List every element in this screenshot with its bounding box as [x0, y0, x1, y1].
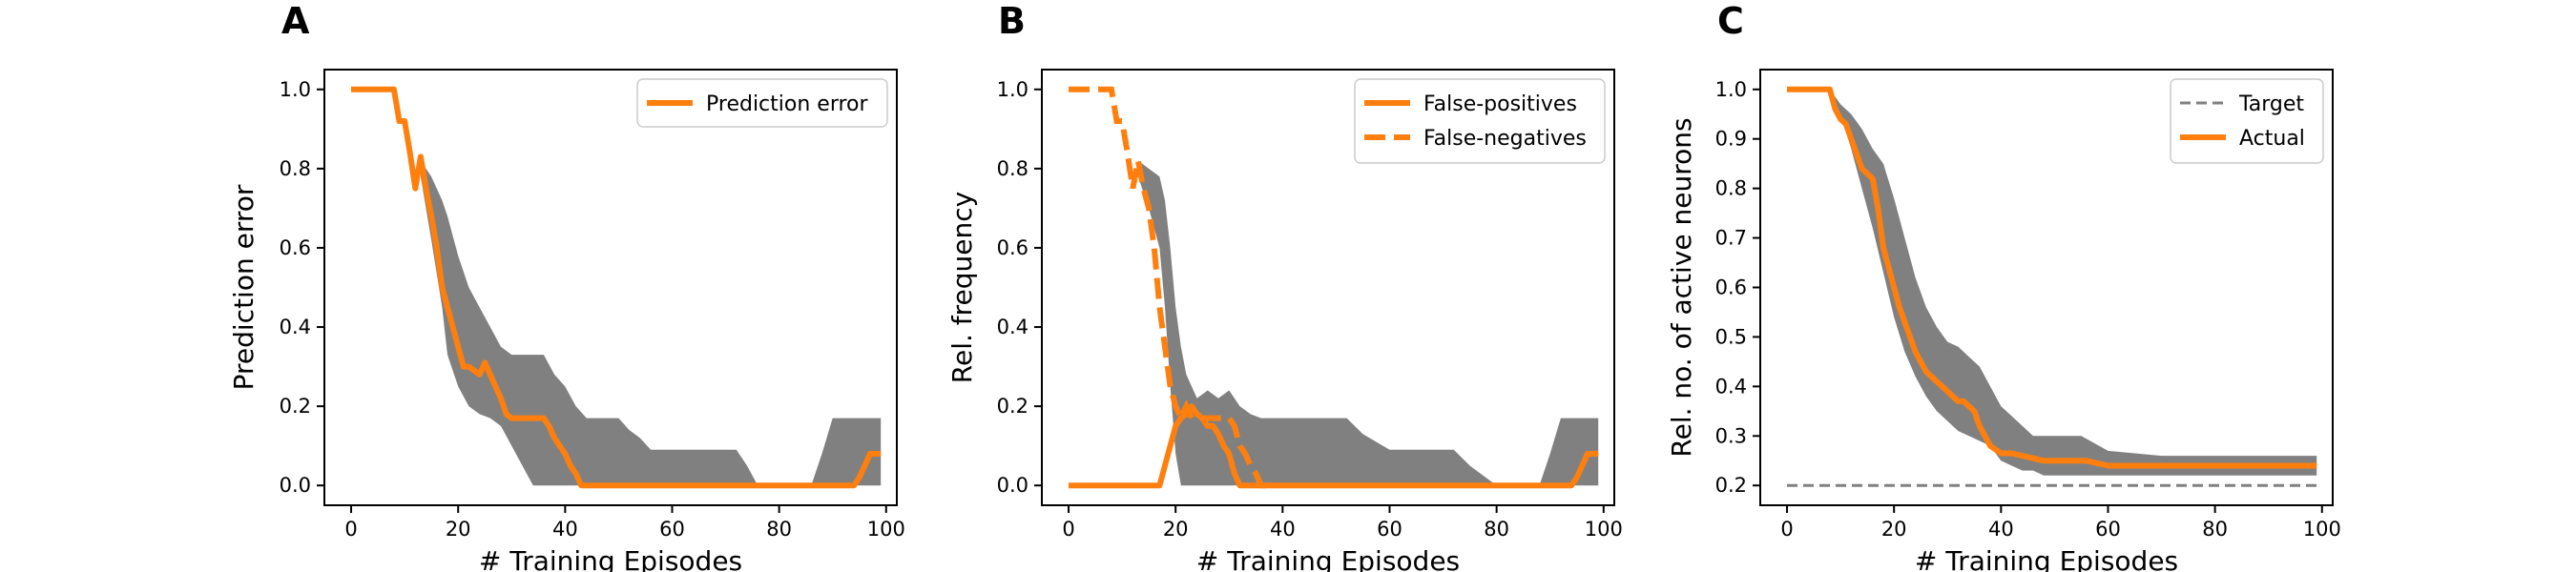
panel-label: A	[281, 0, 310, 42]
y-tick-label: 0.2	[997, 395, 1028, 418]
x-tick-label: 0	[344, 518, 357, 541]
y-axis-label: Prediction error	[228, 184, 260, 390]
y-tick-label: 0.6	[280, 236, 311, 259]
x-axis-label: # Training Episodes	[1915, 545, 2178, 572]
chart-panel-a: A 0 20 40 60 80 100 0.0 0.2 0.4 0.6 0.8 1.0 # Trainin…	[228, 0, 905, 572]
y-tick-label: 0.4	[1715, 375, 1747, 398]
chart-panel-b: B 0 20 40 60 80 100 0.0 0.2 0.4 0.6 0.8 1.0 # Trainin…	[946, 0, 1623, 572]
legend-entry: Prediction error	[706, 92, 868, 116]
y-tick-label: 0.0	[997, 474, 1028, 497]
legend: Target Actual	[2170, 78, 2324, 164]
x-tick-label: 40	[1270, 518, 1296, 541]
legend-entry: Actual	[2239, 127, 2305, 151]
x-tick-label: 20	[446, 518, 471, 541]
legend-frame	[1354, 78, 1606, 164]
legend-frame	[2170, 78, 2324, 164]
series-line-false-negatives	[1069, 86, 1267, 489]
x-tick-label: 0	[1780, 518, 1793, 541]
uncertainty-band	[420, 160, 882, 486]
y-tick-label: 0.9	[1715, 128, 1747, 151]
x-tick-label: 100	[867, 518, 905, 541]
x-tick-label: 80	[2202, 518, 2228, 541]
y-tick-label: 0.2	[1715, 474, 1747, 497]
y-tick-label: 0.5	[1715, 325, 1747, 348]
x-tick-label: 0	[1062, 518, 1074, 541]
series-line-false-positives	[1069, 403, 1599, 489]
y-tick-label: 0.8	[1715, 177, 1747, 200]
y-tick-label: 0.8	[280, 157, 311, 180]
x-axis-label: # Training Episodes	[479, 545, 742, 572]
plot-frame	[1041, 69, 1615, 506]
panel-label: C	[1717, 0, 1744, 42]
y-axis-label: Rel. no. of active neurons	[1666, 117, 1697, 457]
legend-entry: False-negatives	[1423, 127, 1587, 151]
y-tick-label: 0.0	[280, 474, 311, 497]
y-tick-label: 1.0	[1715, 78, 1747, 101]
y-tick-label: 0.4	[997, 316, 1028, 338]
y-tick-label: 0.6	[997, 236, 1028, 259]
x-tick-label: 80	[1484, 518, 1509, 541]
x-tick-label: 20	[1881, 518, 1907, 541]
uncertainty-band	[1137, 160, 1599, 486]
legend-entry: False-positives	[1423, 92, 1577, 116]
x-tick-label: 60	[2095, 518, 2121, 541]
legend-entry: Target	[2238, 92, 2304, 116]
x-tick-label: 40	[552, 518, 578, 541]
x-tick-label: 100	[2303, 518, 2341, 541]
y-tick-label: 0.6	[1715, 276, 1747, 299]
plot-frame	[323, 69, 898, 506]
x-tick-label: 60	[1377, 518, 1402, 541]
series-line-prediction-error	[351, 86, 882, 489]
y-tick-label: 1.0	[280, 78, 311, 101]
legend: False-positives False-negatives	[1354, 78, 1606, 164]
y-tick-label: 0.7	[1715, 227, 1747, 250]
legend-frame	[636, 78, 888, 128]
x-tick-label: 60	[659, 518, 685, 541]
y-tick-label: 0.2	[280, 395, 311, 418]
x-tick-label: 100	[1585, 518, 1623, 541]
chart-panel-c: C 0 20 40 60 80 100 0.2 0.3 0.4 0.5 0.6 0.7 0.8 0.9 1.0…	[1666, 0, 2341, 572]
y-tick-label: 0.3	[1715, 424, 1747, 447]
x-tick-label: 20	[1163, 518, 1189, 541]
y-tick-label: 0.4	[280, 316, 311, 338]
y-tick-label: 0.8	[997, 157, 1028, 180]
y-axis-label: Rel. frequency	[946, 192, 978, 383]
y-tick-label: 1.0	[997, 78, 1028, 101]
x-tick-label: 40	[1988, 518, 2014, 541]
uncertainty-band	[1829, 89, 2317, 476]
panel-label: B	[998, 0, 1026, 42]
x-axis-label: # Training Episodes	[1196, 545, 1460, 572]
series-line-actual	[1787, 86, 2317, 469]
x-tick-label: 80	[766, 518, 792, 541]
legend: Prediction error	[636, 78, 888, 128]
